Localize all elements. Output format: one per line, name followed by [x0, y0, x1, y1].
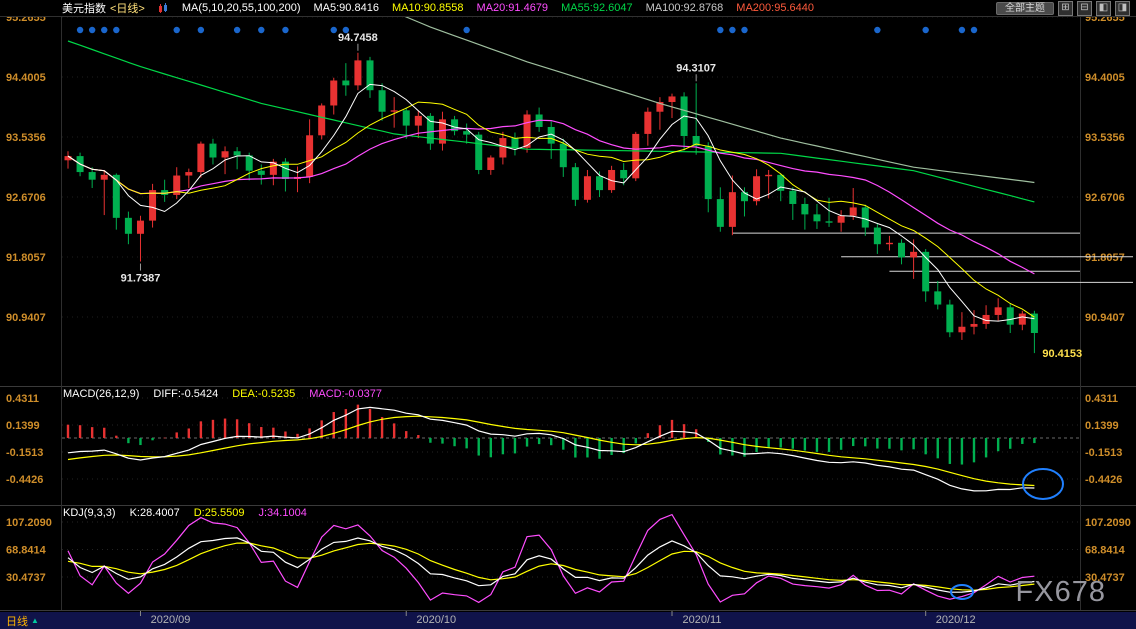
- ma20-value: MA20:91.4679: [476, 2, 549, 14]
- period-selector[interactable]: 日线 ▲: [6, 613, 39, 629]
- svg-text:2020/12: 2020/12: [936, 614, 976, 626]
- svg-text:0.1399: 0.1399: [6, 420, 40, 432]
- svg-text:30.4737: 30.4737: [1085, 572, 1125, 584]
- svg-text:92.6706: 92.6706: [6, 192, 46, 204]
- svg-text:94.3107: 94.3107: [676, 62, 716, 74]
- ma200-value: MA200:95.6440: [736, 2, 814, 14]
- svg-text:90.9407: 90.9407: [1085, 312, 1125, 324]
- theme-select-button[interactable]: 全部主题: [996, 1, 1054, 15]
- right-panel-icon[interactable]: ◨: [1115, 0, 1130, 16]
- period-tag: <日线>: [110, 3, 145, 15]
- svg-text:68.8414: 68.8414: [6, 545, 47, 557]
- symbol-title: 美元指数: [62, 3, 106, 15]
- macd-diff-value: DIFF:-0.5424: [153, 388, 219, 400]
- svg-text:91.8057: 91.8057: [1085, 252, 1125, 264]
- macd-dea-value: DEA:-0.5235: [232, 388, 296, 400]
- svg-text:93.5356: 93.5356: [1085, 132, 1125, 144]
- ma5-value: MA5:90.8416: [313, 2, 379, 14]
- split-layout-icon[interactable]: ⊟: [1077, 0, 1092, 16]
- svg-text:91.8057: 91.8057: [6, 252, 46, 264]
- kdj-j-value: J:34.1004: [258, 507, 307, 519]
- svg-text:93.5356: 93.5356: [6, 132, 46, 144]
- svg-text:0.4311: 0.4311: [6, 393, 39, 405]
- kline-style-icon[interactable]: [158, 2, 169, 14]
- svg-text:30.4737: 30.4737: [6, 572, 46, 584]
- svg-text:90.9407: 90.9407: [6, 312, 46, 324]
- ma-settings-label: MA(5,10,20,55,100,200): [181, 2, 301, 14]
- svg-text:-0.4426: -0.4426: [1085, 474, 1122, 486]
- kdj-d-value: D:25.5509: [193, 507, 245, 519]
- svg-text:91.7387: 91.7387: [121, 273, 161, 285]
- kdj-title: KDJ(9,3,3): [63, 507, 116, 519]
- svg-text:2020/11: 2020/11: [683, 614, 722, 626]
- ma55-value: MA55:92.6047: [561, 2, 633, 14]
- svg-text:107.2090: 107.2090: [6, 517, 52, 529]
- period-arrow-icon: ▲: [31, 616, 39, 625]
- grid-layout-icon[interactable]: ⊞: [1058, 0, 1073, 16]
- left-panel-icon[interactable]: ◧: [1096, 0, 1111, 16]
- macd-hist-value: MACD:-0.0377: [309, 388, 382, 400]
- svg-text:0.4311: 0.4311: [1085, 393, 1118, 405]
- ma10-value: MA10:90.8558: [391, 2, 464, 14]
- svg-text:107.2090: 107.2090: [1085, 517, 1131, 529]
- svg-text:94.4005: 94.4005: [6, 72, 46, 84]
- ma100-value: MA100:92.8768: [645, 2, 724, 14]
- svg-text:0.1399: 0.1399: [1085, 420, 1119, 432]
- svg-text:94.7458: 94.7458: [338, 32, 378, 44]
- top-toolbar: 美元指数 <日线> MA(5,10,20,55,100,200) MA5:90.…: [0, 0, 1136, 17]
- macd-title: MACD(26,12,9): [63, 388, 140, 400]
- bottom-toolbar: 日线 ▲: [0, 612, 1136, 629]
- period-label: 日线: [6, 615, 28, 628]
- svg-text:-0.4426: -0.4426: [6, 474, 43, 486]
- svg-text:94.4005: 94.4005: [1085, 72, 1125, 84]
- svg-text:92.6706: 92.6706: [1085, 192, 1125, 204]
- svg-text:-0.1513: -0.1513: [6, 447, 43, 459]
- svg-text:90.4153: 90.4153: [1042, 348, 1082, 360]
- kdj-k-value: K:28.4007: [129, 507, 180, 519]
- svg-text:-0.1513: -0.1513: [1085, 447, 1122, 459]
- svg-text:68.8414: 68.8414: [1085, 545, 1126, 557]
- svg-text:2020/09: 2020/09: [151, 614, 191, 626]
- toolbar-button-group: 全部主题 ⊞ ⊟ ◧ ◨: [996, 0, 1136, 16]
- svg-text:2020/10: 2020/10: [416, 614, 456, 626]
- kdj-indicator-header: KDJ(9,3,3) K:28.4007 D:25.5509 J:34.1004: [63, 507, 307, 519]
- watermark: FX678: [1015, 576, 1106, 608]
- macd-indicator-header: MACD(26,12,9) DIFF:-0.5424 DEA:-0.5235 M…: [63, 388, 382, 400]
